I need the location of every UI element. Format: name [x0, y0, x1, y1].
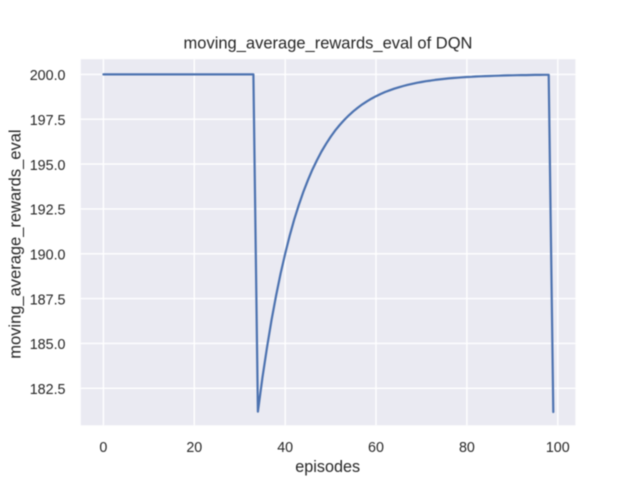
svg-text:197.5: 197.5 [30, 113, 66, 129]
svg-text:185.0: 185.0 [30, 337, 66, 353]
svg-text:0: 0 [99, 440, 107, 456]
svg-text:40: 40 [277, 440, 293, 456]
svg-text:100: 100 [546, 440, 570, 456]
svg-text:192.5: 192.5 [30, 203, 66, 219]
svg-text:187.5: 187.5 [30, 292, 66, 308]
svg-text:200.0: 200.0 [30, 68, 66, 84]
svg-text:195.0: 195.0 [30, 158, 66, 174]
svg-text:moving_average_rewards_eval of: moving_average_rewards_eval of DQN [184, 35, 473, 53]
svg-text:moving_average_rewards_eval: moving_average_rewards_eval [7, 129, 25, 358]
svg-text:190.0: 190.0 [30, 248, 66, 264]
svg-text:182.5: 182.5 [30, 382, 66, 398]
svg-text:episodes: episodes [295, 458, 360, 476]
svg-text:20: 20 [186, 440, 202, 456]
svg-text:80: 80 [459, 440, 475, 456]
svg-text:60: 60 [368, 440, 384, 456]
